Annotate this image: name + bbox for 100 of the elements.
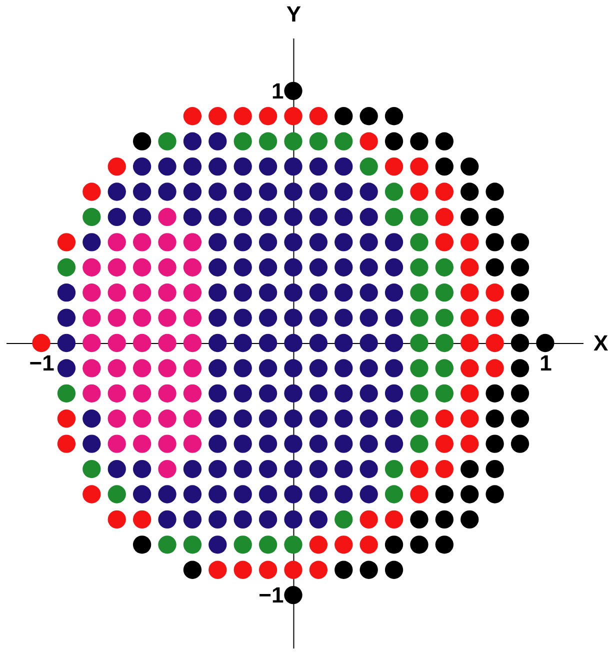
- point: [410, 182, 428, 201]
- point: [183, 536, 202, 554]
- point: [410, 536, 428, 554]
- point: [183, 560, 202, 579]
- point: [410, 258, 428, 276]
- point: [410, 284, 428, 302]
- point: [360, 510, 378, 529]
- point: [360, 560, 378, 579]
- point: [486, 434, 504, 453]
- point: [284, 107, 302, 126]
- point: [486, 182, 504, 201]
- point: [82, 284, 101, 302]
- point: [132, 536, 152, 554]
- point: [384, 208, 404, 226]
- point: [258, 107, 278, 126]
- point: [108, 233, 126, 252]
- point: [158, 536, 176, 554]
- point: [183, 284, 202, 302]
- point: [158, 359, 176, 378]
- point: [132, 308, 152, 327]
- point: [132, 510, 152, 529]
- point: [510, 334, 530, 352]
- point: [510, 233, 530, 252]
- point: [258, 560, 278, 579]
- point: [460, 258, 479, 276]
- point: [510, 284, 530, 302]
- point: [410, 460, 428, 478]
- point: [108, 510, 126, 529]
- point: [460, 384, 479, 402]
- point: [460, 157, 479, 176]
- point: [410, 208, 428, 226]
- point: [460, 284, 479, 302]
- point: [360, 132, 378, 150]
- point: [132, 434, 152, 453]
- point: [82, 182, 101, 201]
- point: [334, 536, 353, 554]
- point: [435, 233, 454, 252]
- point: [460, 510, 479, 529]
- point: [460, 485, 479, 504]
- point: [435, 536, 454, 554]
- point: [284, 82, 302, 100]
- point: [334, 560, 353, 579]
- point: [108, 359, 126, 378]
- point: [158, 132, 176, 150]
- point: [384, 536, 404, 554]
- point: [158, 258, 176, 276]
- point: [486, 284, 504, 302]
- point: [158, 308, 176, 327]
- point: [460, 460, 479, 478]
- point: [460, 334, 479, 352]
- point: [234, 107, 252, 126]
- point: [435, 460, 454, 478]
- point: [234, 560, 252, 579]
- point: [234, 536, 252, 554]
- point: [410, 132, 428, 150]
- point: [435, 258, 454, 276]
- point: [435, 485, 454, 504]
- y-axis-title: Y: [286, 2, 302, 26]
- point: [410, 510, 428, 529]
- point: [132, 384, 152, 402]
- point: [510, 410, 530, 428]
- point: [82, 485, 101, 504]
- point: [486, 460, 504, 478]
- point: [284, 586, 302, 604]
- point: [384, 510, 404, 529]
- point: [384, 107, 404, 126]
- point: [435, 434, 454, 453]
- point: [132, 258, 152, 276]
- point: [57, 384, 76, 402]
- point: [435, 284, 454, 302]
- point: [460, 359, 479, 378]
- point: [410, 485, 428, 504]
- point: [410, 334, 428, 352]
- point: [284, 560, 302, 579]
- point: [410, 410, 428, 428]
- point: [460, 233, 479, 252]
- point: [132, 284, 152, 302]
- point: [258, 132, 278, 150]
- point: [57, 410, 76, 428]
- point: [435, 308, 454, 327]
- point: [510, 308, 530, 327]
- point: [32, 334, 50, 352]
- point: [486, 384, 504, 402]
- point: [309, 107, 328, 126]
- point: [486, 233, 504, 252]
- point: [384, 460, 404, 478]
- point: [435, 510, 454, 529]
- point: [108, 258, 126, 276]
- point: [132, 233, 152, 252]
- point: [183, 334, 202, 352]
- point: [158, 434, 176, 453]
- point: [486, 308, 504, 327]
- point: [132, 410, 152, 428]
- point: [510, 384, 530, 402]
- point: [435, 410, 454, 428]
- point: [435, 208, 454, 226]
- point: [435, 384, 454, 402]
- point: [284, 132, 302, 150]
- point: [435, 359, 454, 378]
- point: [108, 410, 126, 428]
